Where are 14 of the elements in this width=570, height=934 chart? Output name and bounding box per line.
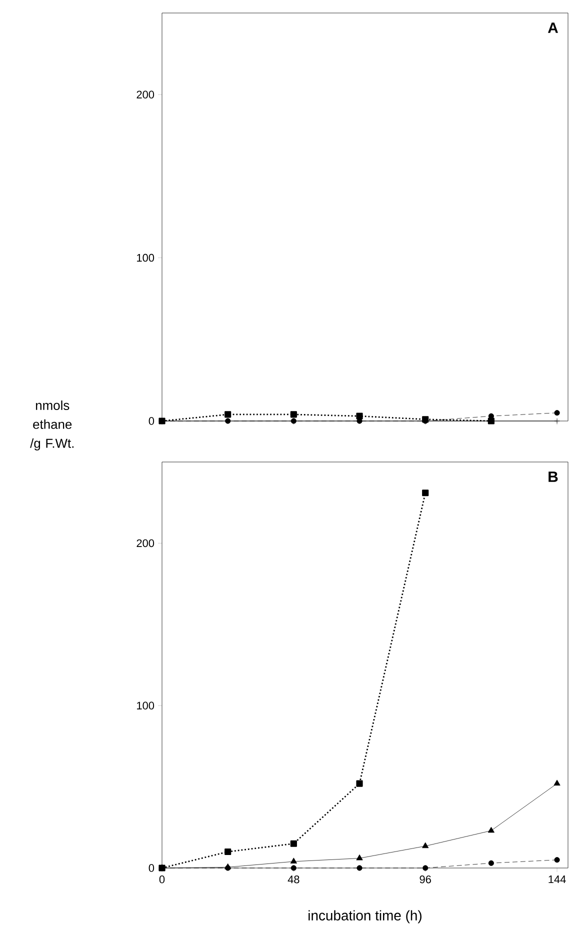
x-tick-label: 144 [548,876,566,884]
y-tick-label: 0 [148,417,154,425]
y-axis-title: nmols ethane /g F.Wt. [30,400,74,450]
y-tick-label: 100 [137,702,154,710]
x-tick-label: 48 [288,876,300,884]
x-tick-label: 0 [159,876,165,884]
annotation: B [548,472,558,482]
y-tick-label: 100 [137,254,154,262]
x-tick-label: 96 [420,876,431,884]
x-axis-title: incubation time (h) [308,910,422,924]
y-tick-label: 200 [136,539,154,548]
y-tick-label: 0 [148,864,154,872]
y-tick-label: 200 [136,90,154,98]
annotation: A [548,22,558,33]
